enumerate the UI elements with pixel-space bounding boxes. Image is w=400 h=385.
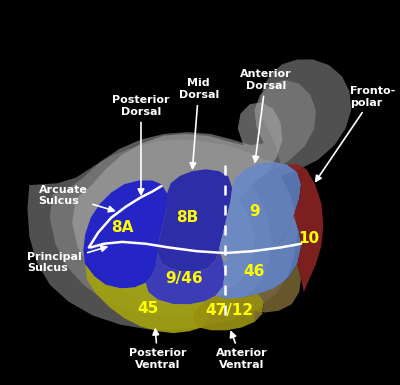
Text: Principal
Sulcus: Principal Sulcus [28,246,107,273]
Polygon shape [50,80,316,317]
Text: 9: 9 [249,204,260,219]
Text: Arcuate
Sulcus: Arcuate Sulcus [39,184,114,212]
Polygon shape [28,60,351,329]
Polygon shape [219,162,301,264]
Text: 45: 45 [138,301,159,316]
Text: 8B: 8B [176,210,199,225]
Polygon shape [83,181,167,288]
Text: 46: 46 [244,264,265,279]
Polygon shape [254,264,301,322]
Text: Fronto-
polar: Fronto- polar [316,86,396,181]
Polygon shape [287,164,323,292]
Text: 9/46: 9/46 [165,271,202,286]
Text: 10: 10 [298,231,319,246]
Text: Posterior
Dorsal: Posterior Dorsal [112,95,170,194]
Text: Posterior
Ventral: Posterior Ventral [129,329,186,370]
Text: Anterior
Dorsal: Anterior Dorsal [240,69,292,162]
Polygon shape [216,216,301,299]
Polygon shape [72,102,282,305]
Text: 47/12: 47/12 [205,303,254,318]
Polygon shape [158,169,232,272]
Text: Anterior
Ventral: Anterior Ventral [216,332,267,370]
Polygon shape [146,248,225,304]
Polygon shape [193,294,264,330]
Polygon shape [85,264,210,333]
Text: 8A: 8A [111,219,134,234]
Text: Mid
Dorsal: Mid Dorsal [178,79,219,168]
